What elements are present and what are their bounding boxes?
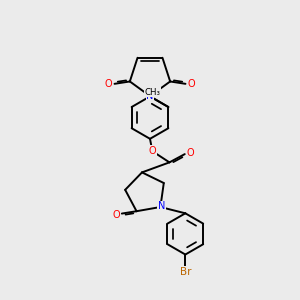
Text: O: O bbox=[112, 210, 120, 220]
Text: O: O bbox=[187, 148, 194, 158]
Text: N: N bbox=[158, 201, 166, 212]
Text: O: O bbox=[148, 146, 156, 156]
Text: CH₃: CH₃ bbox=[145, 88, 161, 97]
Text: N: N bbox=[146, 91, 154, 101]
Text: Br: Br bbox=[180, 267, 191, 277]
Text: O: O bbox=[188, 79, 195, 89]
Text: O: O bbox=[105, 79, 112, 89]
